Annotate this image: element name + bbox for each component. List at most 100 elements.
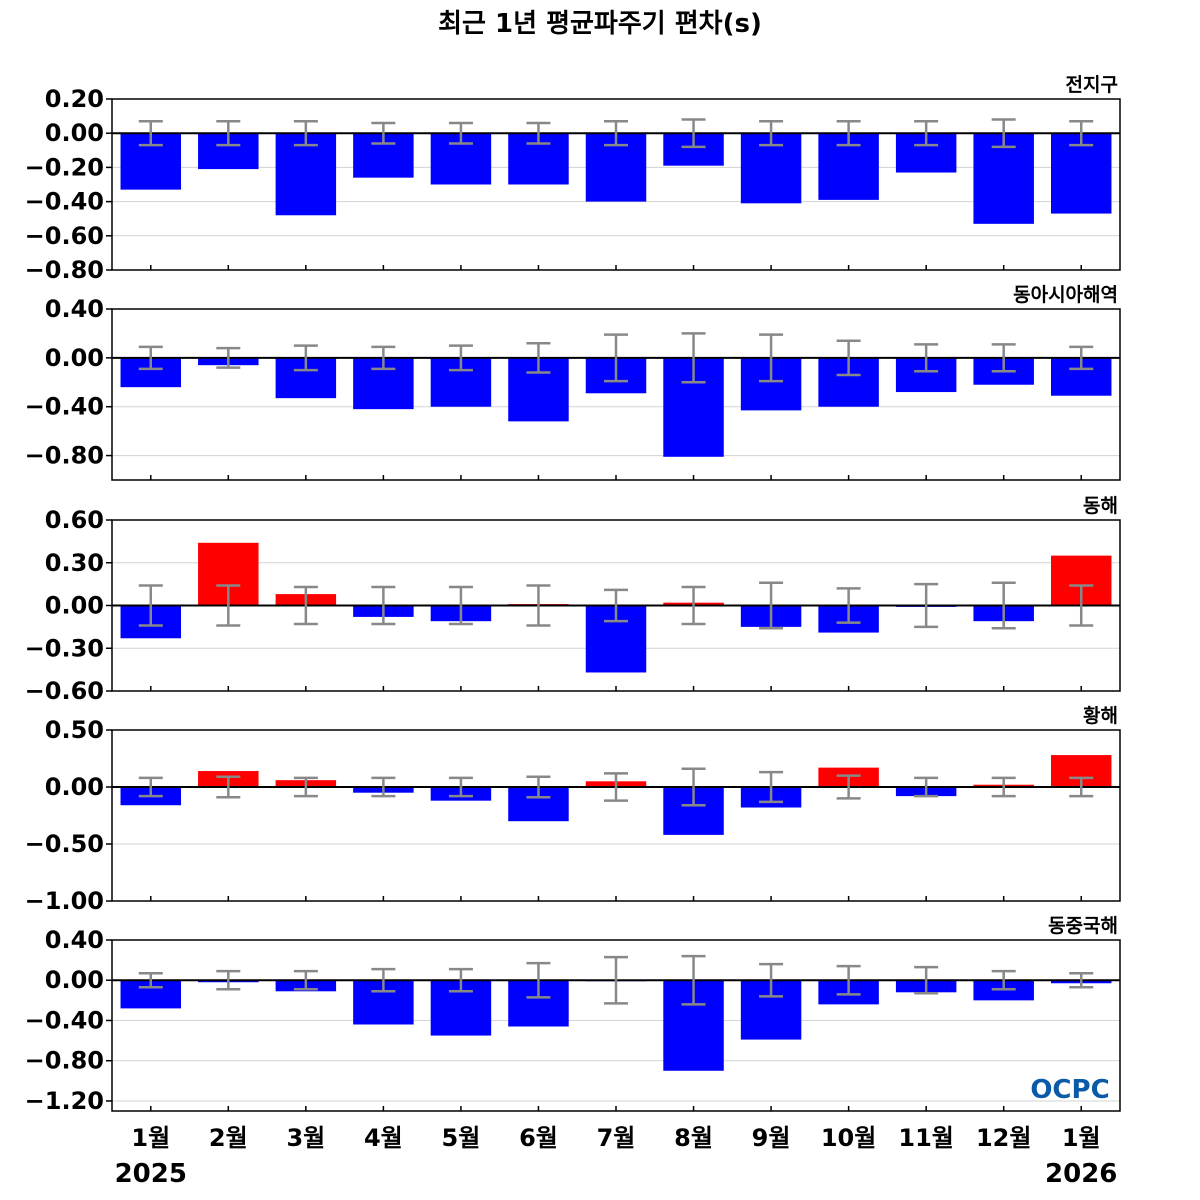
panel-3: 0.60 0.30 0.00 −0.30 −0.60 동해 (25, 495, 1121, 705)
y-tick-label: 0.00 (45, 966, 104, 994)
panels-group: 0.20 0.00 −0.20 −0.40 −0.60 −0.80 전지구 0.40 0.00 −… (25, 74, 1121, 1115)
panel-title: 동해 (1083, 495, 1118, 517)
error-bar (759, 333, 784, 383)
error-bar (371, 345, 396, 371)
y-tick-label: −0.40 (25, 393, 104, 421)
x-category-label: 8월 (674, 1124, 713, 1152)
error-bar (371, 121, 396, 145)
error-bar (448, 121, 473, 145)
panel-title: 황해 (1083, 704, 1118, 727)
x-category-label: 1월 (1062, 1124, 1101, 1152)
error-bar (681, 332, 706, 384)
y-tick-label: 0.30 (45, 549, 104, 577)
error-bar (836, 587, 861, 624)
error-bar (759, 119, 784, 147)
error-bar (836, 774, 861, 800)
y-tick-label: −0.20 (25, 153, 104, 181)
y-tick-label: −1.20 (25, 1087, 104, 1115)
x-category-label: 6월 (519, 1124, 558, 1152)
x-axis: 1월 2월 3월 4월 5월 6월 7월 8월 9월 10월 11월 12월 1월 2025 2026 (115, 1124, 1118, 1189)
error-bar (138, 971, 163, 989)
x-category-label: 3월 (286, 1124, 325, 1152)
error-bar (914, 965, 939, 995)
y-tick-label: −0.60 (25, 677, 104, 705)
error-bar (681, 118, 706, 149)
x-category-label: 11월 (898, 1124, 953, 1152)
error-bar (448, 344, 473, 372)
error-bar (216, 969, 241, 991)
error-bar (293, 776, 318, 798)
x-category-label: 9월 (752, 1124, 791, 1152)
error-bar (836, 964, 861, 996)
error-bar (604, 588, 628, 623)
error-bar (914, 776, 939, 798)
panel-frame (111, 729, 1121, 902)
error-bar (526, 341, 551, 374)
error-bar (526, 961, 551, 999)
error-bar (371, 585, 396, 626)
bar (973, 133, 1034, 224)
error-bar (759, 581, 784, 630)
y-tick-label: 0.40 (45, 295, 104, 323)
error-bar (526, 584, 551, 627)
error-bar (448, 967, 473, 993)
error-bar (1069, 776, 1094, 798)
error-bar (681, 767, 706, 807)
error-bar (991, 118, 1016, 149)
panel-2: 0.40 0.00 −0.40 −0.80 동아시아해역 (25, 284, 1121, 481)
error-bar (604, 772, 628, 802)
error-bar (604, 955, 628, 1005)
x-category-label: 12월 (976, 1124, 1031, 1152)
chart-title: 최근 1년 평균파주기 편차(s) (438, 9, 762, 39)
error-bar (293, 119, 318, 147)
y-tick-label: 0.00 (45, 773, 104, 801)
x-category-label: 1월 (131, 1124, 170, 1152)
panel-4: 0.50 0.00 −0.50 −1.00 황해 (25, 704, 1121, 915)
error-bar (681, 954, 706, 1006)
y-tick-label: 0.00 (45, 592, 104, 620)
year-label-end: 2026 (1045, 1159, 1117, 1189)
error-bar (216, 584, 241, 627)
y-tick-label: −0.80 (25, 256, 104, 284)
error-bar (991, 969, 1016, 991)
panel-title: 동아시아해역 (1013, 284, 1118, 306)
ocpc-logo: OCPC (1030, 1075, 1109, 1105)
y-tick-label: 0.40 (45, 926, 104, 954)
error-bar (991, 776, 1016, 798)
error-bar (138, 776, 163, 798)
x-category-label: 10월 (821, 1124, 876, 1152)
y-tick-label: 0.50 (45, 716, 104, 744)
error-bar (138, 345, 163, 371)
error-bar (371, 967, 396, 993)
error-bar (1069, 584, 1094, 627)
error-bar (991, 581, 1016, 630)
error-bar (138, 584, 163, 627)
error-bar (526, 121, 551, 145)
y-tick-label: −0.80 (25, 1047, 104, 1075)
error-bar (448, 585, 473, 626)
error-bar (604, 333, 628, 383)
error-bar (914, 582, 939, 629)
y-tick-label: 0.00 (45, 344, 104, 372)
error-bar (1069, 119, 1094, 147)
error-bar (448, 776, 473, 798)
error-bar (293, 585, 318, 626)
error-bar (836, 339, 861, 377)
y-tick-label: −0.60 (25, 222, 104, 250)
error-bar (138, 119, 163, 147)
error-bar (526, 775, 551, 799)
error-bar (1069, 345, 1094, 371)
error-bar (991, 343, 1016, 373)
y-tick-label: 0.60 (45, 506, 104, 534)
logo-text: OCPC (1030, 1075, 1109, 1105)
y-tick-label: −1.00 (25, 887, 104, 915)
y-tick-label: 0.20 (45, 85, 104, 113)
y-tick-label: −0.40 (25, 1006, 104, 1034)
panel-title: 동중국해 (1048, 915, 1118, 937)
error-bar (759, 962, 784, 998)
error-bar (836, 119, 861, 147)
error-bar (1069, 971, 1094, 989)
y-tick-label: −0.80 (25, 442, 104, 470)
error-bar (293, 969, 318, 991)
